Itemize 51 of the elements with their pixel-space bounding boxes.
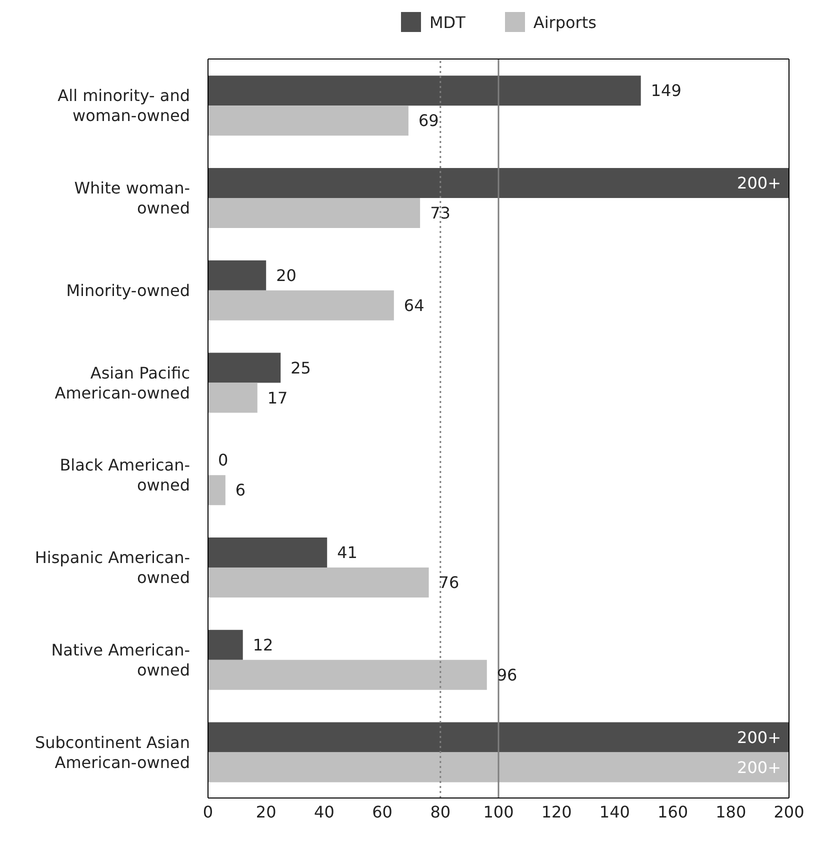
bar [208,630,243,660]
x-tick-label: 200 [774,802,804,822]
x-tick-label: 0 [202,802,214,822]
x-tick-label: 140 [599,802,630,822]
bar [208,198,420,228]
bar [208,475,226,506]
y-tick-label: Asian Pacific American-owned [54,362,190,402]
y-tick-label: White woman-owned [74,178,190,218]
x-tick-label: 20 [256,802,276,822]
data-label: 200+ [737,174,781,193]
bar [208,568,429,598]
y-tick-label: Subcontinent Asian American-owned [34,732,190,772]
data-label: 41 [337,543,358,562]
bar [208,168,789,198]
bar [208,752,789,782]
bar [208,722,789,752]
bar [208,290,394,320]
data-label: 149 [650,81,682,100]
data-label: 20 [276,266,296,285]
data-label: 73 [430,204,450,223]
y-tick-label: Black American-owned [60,455,190,494]
data-label: 200+ [737,728,781,747]
bar [208,538,328,568]
x-tick-label: 80 [430,802,451,822]
bar [208,260,266,290]
data-label: 76 [438,573,460,592]
bar [208,382,258,413]
y-tick-label: Native American-owned [51,640,190,679]
y-tick-label: Hispanic American-owned [34,548,190,587]
bar [208,106,408,136]
bar [208,660,487,690]
legend-label: Airports [532,12,596,32]
x-tick-label: 180 [716,802,746,822]
data-label: 0 [218,450,228,470]
x-tick-label: 160 [658,802,688,822]
data-label: 64 [404,296,424,315]
x-tick-label: 120 [541,802,572,822]
data-label: 6 [235,480,246,500]
data-label: 69 [418,111,439,130]
bar [208,76,641,106]
data-label: 12 [252,635,274,654]
data-label: 17 [267,388,288,408]
x-tick-label: 100 [483,802,514,822]
data-label: 200+ [737,758,781,777]
x-tick-label: 60 [372,802,392,822]
data-label: 25 [290,358,311,378]
x-tick-label: 40 [314,802,334,822]
bar [208,352,281,383]
legend-label: MDT [428,12,466,32]
y-tick-label: All minority- and woman-owned [58,86,190,125]
y-tick-label: Minority-owned [66,280,190,300]
